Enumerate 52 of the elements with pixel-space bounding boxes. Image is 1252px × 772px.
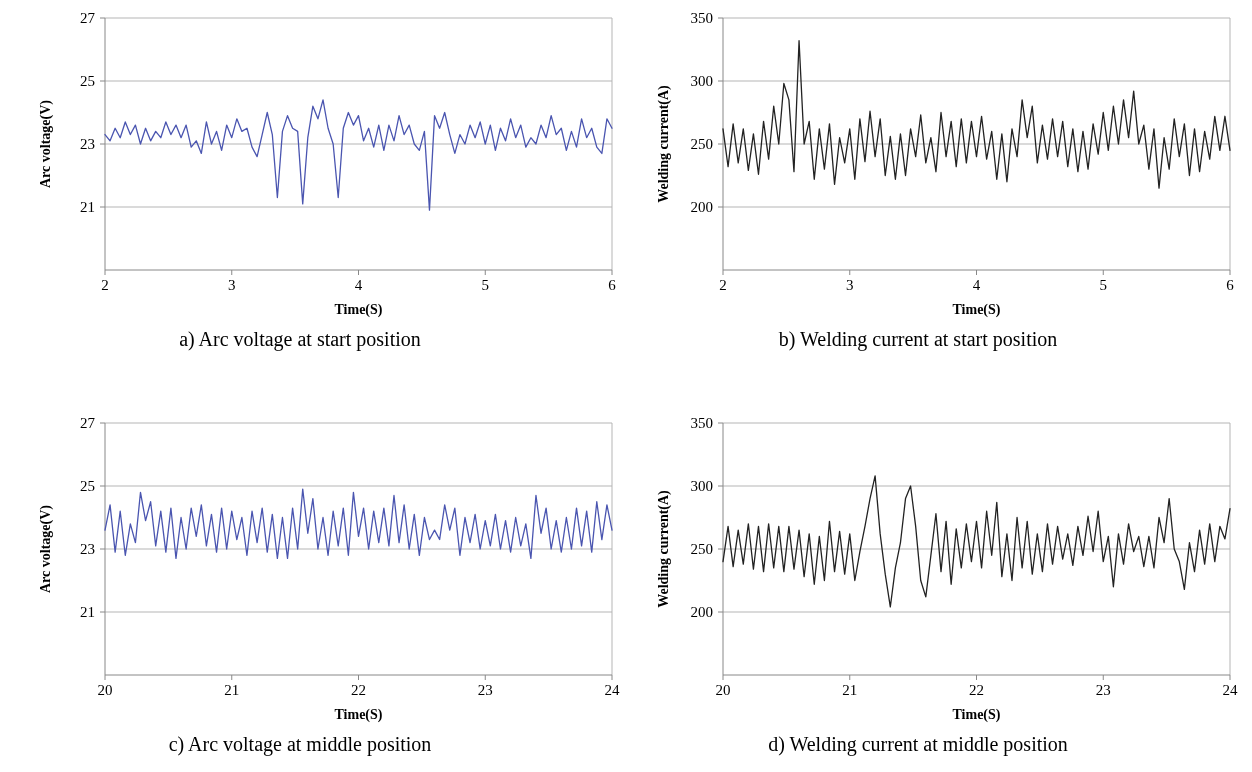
x-tick-label: 24	[604, 682, 620, 698]
text: b) Welding current at start position	[778, 328, 1058, 351]
text: c) Arc voltage at middle position	[168, 733, 432, 756]
y-tick-label: 21	[80, 199, 95, 216]
y-tick-label: 350	[690, 10, 713, 27]
y-tick-label: 27	[80, 415, 96, 432]
x-tick-label: 21	[224, 682, 240, 698]
x-tick-label: 2	[719, 277, 727, 293]
y-axis-title: Arc voltage(V)	[38, 99, 54, 188]
y-axis-title: Welding current(A)	[656, 489, 672, 608]
line-series	[104, 99, 613, 211]
y-tick-label: 350	[690, 415, 713, 432]
x-tick-label: 5	[481, 277, 489, 293]
x-tick-label: 6	[608, 277, 617, 293]
x-tick-label: 23	[477, 682, 493, 698]
y-tick-label: 25	[80, 73, 95, 90]
line-series	[722, 40, 1231, 189]
y-axis-title: Welding current(A)	[656, 84, 672, 203]
y-tick-label: 21	[80, 604, 95, 621]
x-axis-title: Time(S)	[334, 302, 383, 318]
x-tick-label: 22	[969, 682, 984, 698]
y-tick-label: 27	[80, 10, 96, 27]
x-tick-label: 20	[97, 682, 113, 698]
x-tick-label: 5	[1099, 277, 1107, 293]
y-tick-label: 25	[80, 478, 95, 495]
x-tick-label: 6	[1226, 277, 1235, 293]
y-tick-label: 250	[690, 136, 713, 153]
line-series	[104, 488, 613, 560]
x-tick-label: 4	[354, 277, 363, 293]
text: a) Arc voltage at start position	[179, 328, 421, 351]
x-tick-label: 23	[1095, 682, 1111, 698]
y-tick-label: 200	[690, 604, 713, 621]
x-axis-title: Time(S)	[334, 707, 383, 723]
text: d) Welding current at middle position	[768, 733, 1068, 756]
line-series	[722, 475, 1231, 608]
x-tick-label: 24	[1222, 682, 1238, 698]
y-axis-title: Arc voltage(V)	[38, 504, 54, 593]
x-tick-label: 4	[972, 277, 981, 293]
x-tick-label: 20	[715, 682, 731, 698]
x-tick-label: 21	[842, 682, 858, 698]
x-tick-label: 3	[228, 277, 236, 293]
x-tick-label: 3	[846, 277, 854, 293]
y-tick-label: 250	[690, 541, 713, 558]
y-tick-label: 300	[690, 73, 713, 90]
y-tick-label: 200	[690, 199, 713, 216]
x-axis-title: Time(S)	[952, 707, 1001, 723]
x-tick-label: 2	[101, 277, 109, 293]
y-tick-label: 23	[80, 136, 95, 153]
x-axis-title: Time(S)	[952, 302, 1001, 318]
x-tick-label: 22	[351, 682, 366, 698]
y-tick-label: 300	[690, 478, 713, 495]
y-tick-label: 23	[80, 541, 95, 558]
